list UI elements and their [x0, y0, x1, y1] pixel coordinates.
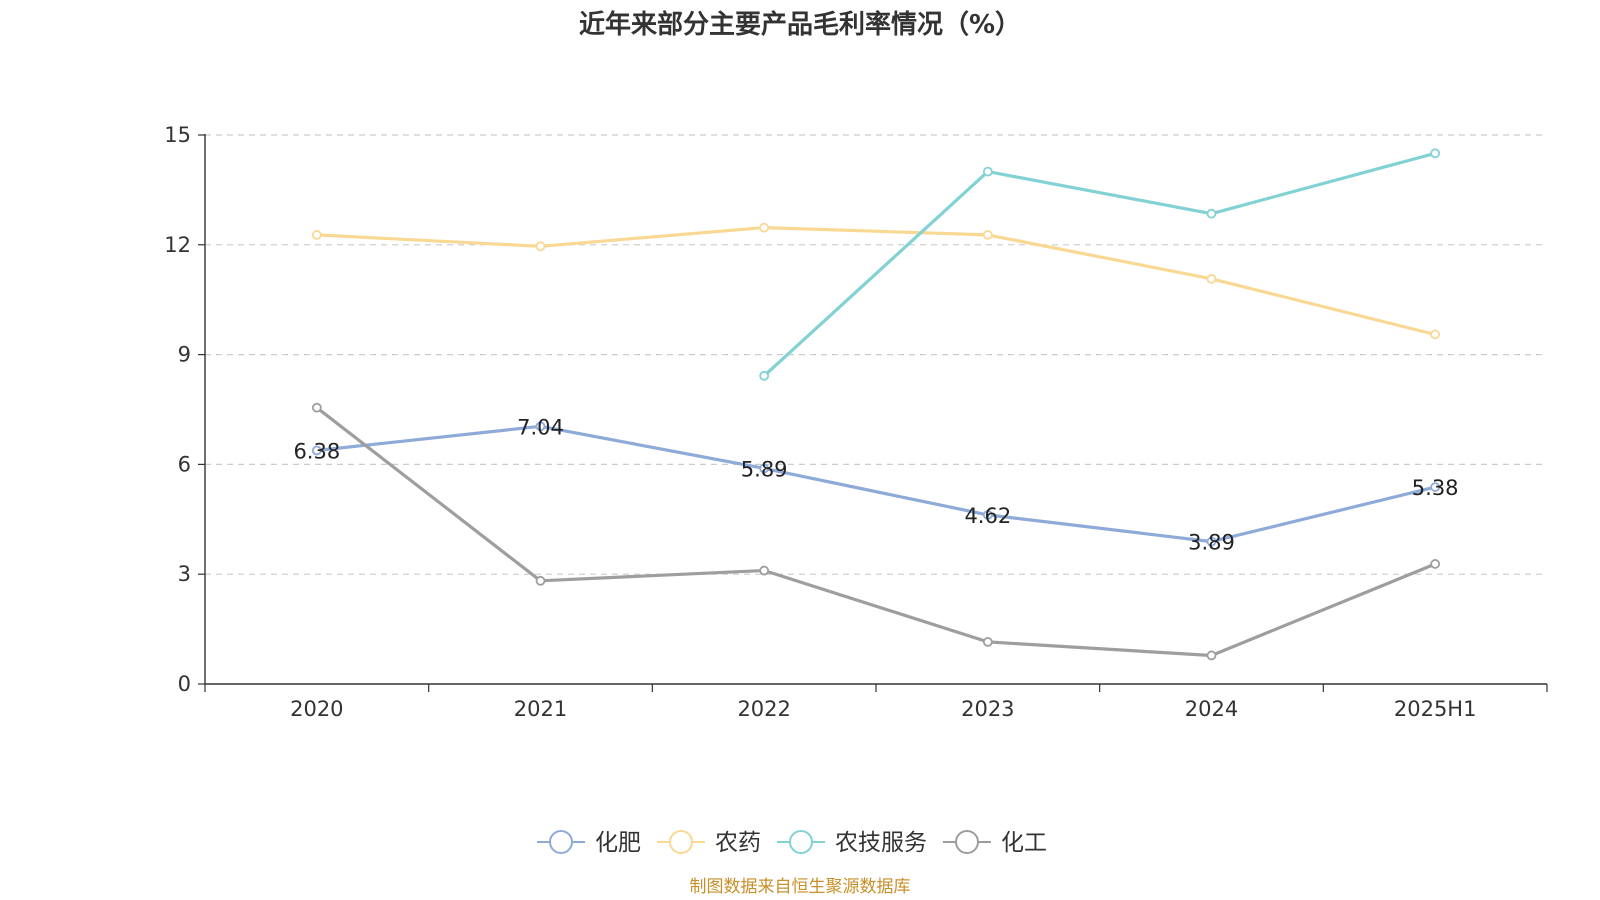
data-label: 5.38: [1412, 476, 1459, 500]
y-tick-label: 9: [178, 343, 191, 367]
data-point: [759, 370, 770, 381]
series-化工: [311, 402, 1441, 661]
data-point: [1430, 148, 1441, 159]
legend-item-农药[interactable]: 农药: [657, 830, 761, 856]
grid-lines: [205, 134, 1547, 575]
data-point: [1206, 208, 1217, 219]
axes: 0 3 6 9 12 15 2020 2021 2022 2023 2024 2025H1: [164, 123, 1548, 721]
data-point: [535, 575, 546, 586]
data-label: 5.89: [741, 457, 788, 481]
legend-item-农技服务[interactable]: 农技服务: [777, 830, 927, 856]
data-labels: 6.38 7.04 5.89 4.62 3.89 5.38: [293, 415, 1458, 554]
legend-label: 农药: [715, 830, 761, 856]
data-point: [982, 637, 993, 647]
data-point: [1206, 273, 1217, 284]
data-label: 3.89: [1188, 531, 1235, 555]
data-point: [535, 241, 546, 252]
data-label: 7.04: [517, 415, 564, 439]
legend-label: 化肥: [595, 830, 641, 856]
series-line: [763, 151, 1436, 377]
y-tick-label: 0: [178, 672, 191, 696]
data-point: [311, 445, 322, 456]
legend-item-化肥[interactable]: 化肥: [537, 830, 641, 856]
legend-marker: [549, 830, 573, 854]
data-point: [1430, 482, 1441, 492]
y-tick-label: 15: [164, 123, 191, 147]
series-line: [316, 226, 1436, 337]
x-tick-label: 2025H1: [1394, 697, 1477, 721]
x-tick-label: 2020: [290, 697, 343, 721]
chart-title: 近年来部分主要产品毛利率情况（%）: [578, 10, 1022, 40]
y-tick-label: 6: [178, 452, 191, 476]
data-point: [1430, 559, 1441, 569]
data-label: 6.38: [293, 439, 340, 463]
data-point: [759, 463, 770, 474]
series-line: [316, 424, 1436, 544]
legend-label: 农技服务: [835, 830, 927, 856]
legend[interactable]: 化肥 农药 农技服务 化工: [537, 830, 1047, 856]
data-point: [982, 166, 993, 177]
data-point: [535, 421, 546, 432]
series-line: [315, 406, 1436, 658]
y-tick-label: 3: [178, 562, 191, 586]
data-point: [311, 402, 322, 413]
series-lines: [311, 148, 1441, 661]
series-化肥: [311, 421, 1441, 547]
source-note: 制图数据来自恒生聚源数据库: [689, 877, 911, 897]
data-point: [759, 565, 770, 576]
x-tick-label: 2024: [1185, 697, 1238, 721]
data-point: [1206, 650, 1217, 661]
data-point: [982, 230, 993, 240]
x-tick-label: 2022: [737, 697, 790, 721]
data-point: [1430, 329, 1441, 340]
legend-marker: [955, 830, 979, 854]
x-tick-label: 2023: [961, 697, 1014, 721]
series-农药: [311, 222, 1441, 340]
legend-label: 化工: [1001, 830, 1047, 856]
legend-item-化工[interactable]: 化工: [943, 830, 1047, 856]
data-point: [759, 222, 770, 233]
data-point: [1206, 536, 1217, 547]
y-tick-label: 12: [164, 233, 191, 257]
series-农技服务: [759, 148, 1441, 381]
x-tick-label: 2021: [514, 697, 567, 721]
data-label: 4.62: [964, 504, 1011, 528]
legend-marker: [669, 830, 693, 854]
data-point: [311, 230, 322, 240]
legend-marker: [789, 830, 813, 854]
data-point: [982, 510, 993, 520]
